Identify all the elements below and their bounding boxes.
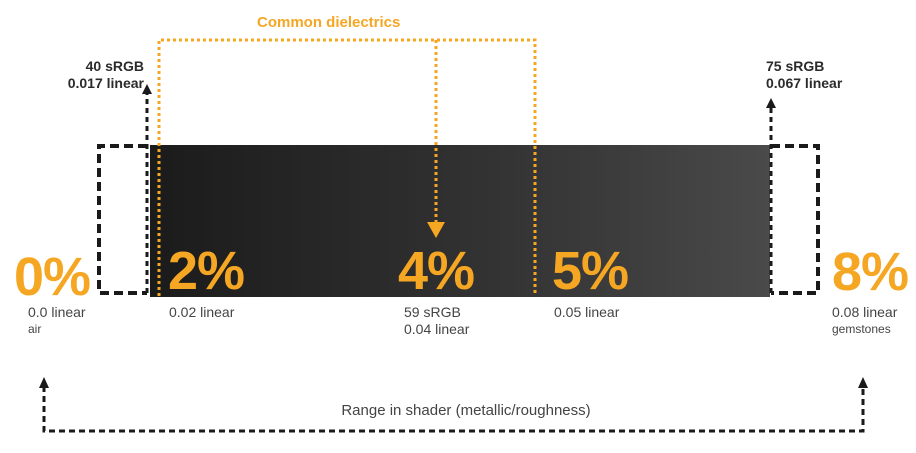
left-marker-srgb: 40 sRGB [85,58,144,74]
left-marker-arrowhead [142,84,152,94]
stop-5-linear: 0.05 linear [554,304,620,320]
left-dashed-box [97,144,147,295]
common-dielectrics-label: Common dielectrics [257,14,401,31]
stop-8-linear: 0.08 linear [832,304,898,320]
range-bracket [42,386,865,433]
right-marker-linear: 0.067 linear [766,75,843,91]
dielectrics-arrowhead [427,222,445,238]
right-dashed-box [771,144,820,295]
stop-0-material: air [28,322,42,336]
stop-4-percent: 4% [398,241,475,301]
stop-8-material: gemstones [832,322,891,336]
stop-4-linear: 0.04 linear [404,321,470,337]
shader-range-label: Range in shader (metallic/roughness) [300,402,632,419]
reflectance-gradient-bar [150,145,770,297]
stop-2-linear: 0.02 linear [169,304,235,320]
stop-0-linear: 0.0 linear [28,304,86,320]
right-marker-arrowhead [766,98,776,108]
stop-8-percent: 8% [832,242,909,302]
stop-2-percent: 2% [168,241,245,301]
stop-5-percent: 5% [552,241,629,301]
range-right-arrowhead [858,377,868,388]
stop-0-percent: 0% [14,247,91,307]
stop-4-srgb: 59 sRGB [404,304,461,320]
right-marker-srgb: 75 sRGB [766,58,825,74]
dielectrics-bracket [157,38,537,296]
left-marker-linear: 0.017 linear [67,75,144,91]
range-left-arrowhead [39,377,49,388]
